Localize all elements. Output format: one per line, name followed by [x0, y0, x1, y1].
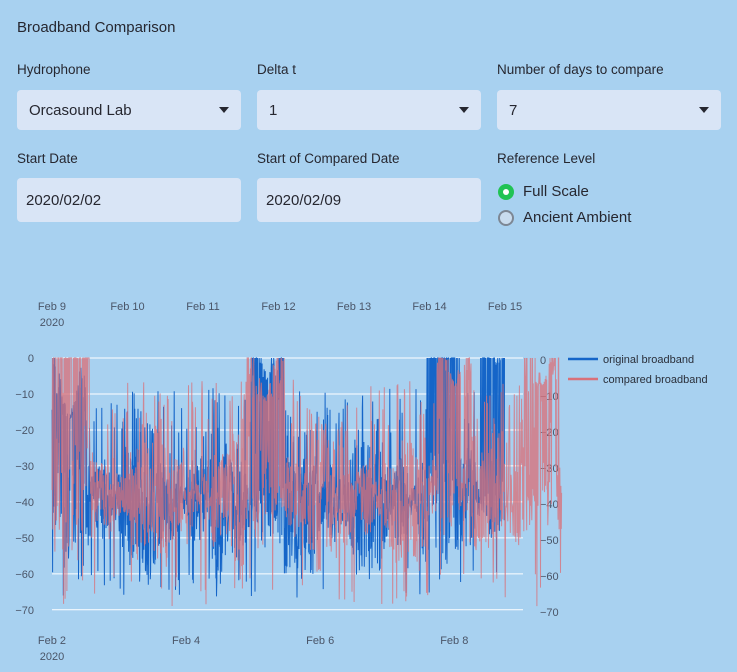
x-tick-bottom: Feb 4	[172, 635, 200, 647]
radio-selected-icon	[498, 183, 514, 200]
y-tick-right: −50	[540, 535, 559, 547]
delta-t-label: Delta t	[257, 62, 297, 77]
caret-down-icon	[459, 107, 469, 113]
y-tick-left: −60	[15, 569, 34, 581]
radio-unselected-icon	[498, 209, 514, 226]
compared-date-label: Start of Compared Date	[257, 151, 400, 166]
x-tick-top: Feb 15	[488, 301, 522, 313]
x-tick-top-year: 2020	[40, 317, 64, 329]
x-tick-bottom: Feb 2	[38, 635, 66, 647]
y-tick-right: −40	[540, 499, 559, 511]
radio-ancient-ambient-label: Ancient Ambient	[523, 209, 632, 226]
num-days-value: 7	[509, 101, 518, 119]
x-tick-top: Feb 14	[412, 301, 446, 313]
y-tick-right: 0	[540, 355, 546, 367]
y-tick-left: −20	[15, 425, 34, 437]
compared-date-value: 2020/02/09	[266, 191, 342, 209]
radio-ancient-ambient[interactable]: Ancient Ambient	[498, 209, 631, 226]
delta-t-value: 1	[269, 101, 278, 119]
reference-level-label: Reference Level	[497, 151, 596, 166]
radio-full-scale[interactable]: Full Scale	[498, 183, 589, 200]
legend-label: original broadband	[603, 354, 694, 366]
x-tick-top: Feb 11	[186, 301, 219, 313]
start-date-label: Start Date	[17, 151, 78, 166]
hydrophone-label: Hydrophone	[17, 62, 91, 77]
compared-date-input[interactable]: 2020/02/09	[257, 178, 481, 222]
x-tick-bottom: Feb 8	[440, 635, 468, 647]
broadband-chart: 0−10−20−30−40−50−60−700−10−20−30−40−50−6…	[15, 301, 708, 663]
y-tick-left: −30	[15, 461, 34, 473]
y-tick-left: −40	[15, 497, 34, 509]
num-days-label: Number of days to compare	[497, 62, 664, 77]
start-date-input[interactable]: 2020/02/02	[17, 178, 241, 222]
caret-down-icon	[219, 107, 229, 113]
y-tick-left: −70	[15, 605, 34, 617]
x-tick-top: Feb 10	[110, 301, 144, 313]
legend-label: compared broadband	[603, 374, 708, 386]
num-days-select[interactable]: 7	[497, 90, 721, 130]
page-title: Broadband Comparison	[17, 19, 176, 36]
x-tick-top: Feb 9	[38, 301, 66, 313]
y-tick-right: −70	[540, 607, 559, 619]
delta-t-select[interactable]: 1	[257, 90, 481, 130]
y-tick-left: −50	[15, 533, 34, 545]
x-tick-bottom: Feb 6	[306, 635, 334, 647]
y-tick-left: 0	[28, 353, 34, 365]
caret-down-icon	[699, 107, 709, 113]
hydrophone-select[interactable]: Orcasound Lab	[17, 90, 241, 130]
y-tick-right: −60	[540, 571, 559, 583]
x-tick-top: Feb 12	[261, 301, 295, 313]
x-tick-bottom-year: 2020	[40, 651, 64, 663]
start-date-value: 2020/02/02	[26, 191, 102, 209]
y-tick-left: −10	[15, 389, 34, 401]
series-line	[51, 357, 563, 607]
x-tick-top: Feb 13	[337, 301, 371, 313]
hydrophone-value: Orcasound Lab	[29, 101, 132, 119]
radio-full-scale-label: Full Scale	[523, 183, 589, 200]
